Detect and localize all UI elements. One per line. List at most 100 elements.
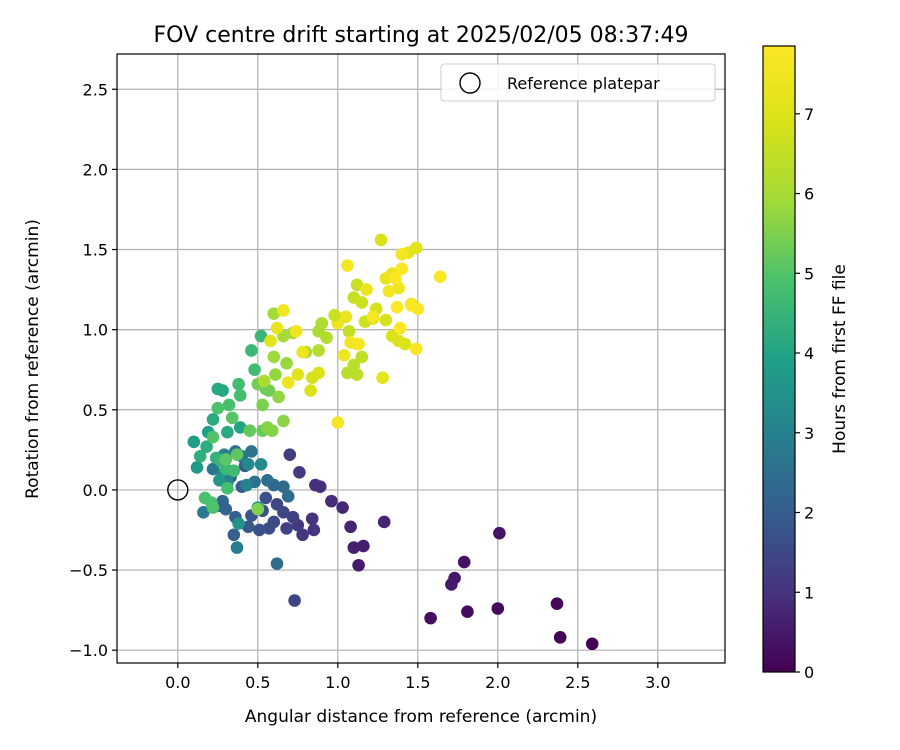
x-tick-label: 0.0 (165, 673, 190, 692)
data-point (257, 374, 271, 388)
data-point (307, 523, 321, 537)
legend: Reference platepar (440, 63, 716, 102)
data-point (433, 270, 447, 284)
y-tick-label: 0.0 (83, 481, 108, 500)
data-point (291, 368, 305, 381)
data-point (553, 631, 567, 644)
x-tick-label: 0.5 (245, 673, 270, 692)
plot-frame (116, 53, 726, 664)
data-point (193, 449, 207, 463)
colorbar-tick-label: 7 (804, 105, 814, 124)
data-point (325, 494, 338, 508)
data-point (206, 501, 220, 514)
y-tick-label: −0.5 (69, 561, 108, 580)
data-point (305, 371, 319, 385)
data-point (243, 424, 257, 437)
colorbar-tick-label: 1 (804, 583, 814, 602)
data-point (461, 605, 474, 619)
data-point (245, 344, 258, 357)
data-point (241, 520, 255, 534)
colorbar-tick-label: 6 (804, 185, 814, 204)
data-point (245, 445, 258, 458)
data-point (270, 557, 284, 570)
colorbar-ticks: 0 1 2 3 4 5 6 7 (795, 105, 814, 682)
data-point (206, 413, 220, 426)
data-point (261, 421, 274, 434)
chart-title: FOV centre drift starting at 2025/02/05 … (154, 23, 689, 48)
data-point (352, 558, 365, 572)
data-point (309, 478, 322, 492)
data-point (366, 310, 380, 324)
data-point (240, 478, 253, 492)
x-tick-label: 3.0 (645, 673, 670, 692)
data-point (352, 337, 365, 351)
data-point (376, 371, 389, 385)
data-point (293, 465, 306, 479)
colorbar-tick-label: 3 (804, 424, 814, 443)
data-point (270, 498, 284, 511)
data-point (457, 555, 471, 569)
data-point (357, 539, 370, 553)
data-point (211, 401, 225, 415)
y-tick-label: 1.5 (83, 241, 108, 260)
data-point (328, 308, 341, 322)
data-point (355, 350, 369, 364)
reference-platepar-point (167, 479, 189, 501)
data-point (233, 421, 247, 434)
colorbar-label: Hours from first FF file (830, 264, 850, 454)
data-point (445, 578, 458, 591)
colorbar-tick-label: 5 (804, 264, 814, 283)
data-point (350, 278, 364, 292)
data-point (277, 414, 290, 428)
data-point (360, 283, 373, 296)
data-point (342, 324, 356, 338)
data-point (336, 501, 349, 514)
data-point (267, 307, 281, 320)
data-point (222, 398, 236, 412)
data-point (389, 272, 402, 285)
colorbar-tick-label: 4 (804, 344, 814, 363)
data-point (320, 331, 333, 344)
data-point (254, 329, 268, 343)
grid-lines (117, 54, 725, 663)
data-point (198, 491, 212, 505)
data-point (296, 345, 309, 359)
data-point (221, 425, 234, 439)
x-tick-label: 1.5 (405, 673, 430, 692)
data-point (227, 464, 241, 477)
y-tick-label: 2.0 (83, 160, 108, 179)
data-point (382, 284, 396, 298)
y-tick-label: 2.5 (83, 80, 108, 99)
data-point (254, 457, 268, 471)
data-point (331, 416, 345, 429)
data-point (344, 520, 357, 534)
data-point (230, 448, 244, 461)
data-point (390, 300, 404, 314)
colorbar-tick-label: 2 (804, 504, 814, 523)
x-axis-ticks: 0.0 0.5 1.0 1.5 2.0 2.5 3.0 (165, 663, 671, 692)
data-point (232, 517, 245, 530)
data-points (187, 233, 599, 651)
data-point (281, 376, 295, 389)
data-point (251, 502, 265, 516)
data-point (585, 637, 599, 651)
data-point (272, 390, 285, 404)
data-point (197, 506, 210, 519)
data-point (248, 363, 261, 377)
data-point (347, 358, 361, 372)
y-tick-label: 1.0 (83, 321, 108, 340)
colorbar-tick-label: 0 (804, 663, 814, 682)
x-tick-label: 2.0 (485, 673, 510, 692)
data-point (424, 611, 437, 625)
y-axis-label: Rotation from reference (arcmin) (23, 219, 43, 499)
data-point (256, 398, 269, 412)
data-point (286, 510, 300, 524)
data-point (277, 304, 290, 317)
data-point (213, 474, 226, 487)
data-point (190, 461, 204, 474)
data-point (261, 474, 274, 487)
data-point (280, 522, 293, 535)
data-point (393, 321, 407, 335)
data-point (269, 368, 282, 381)
